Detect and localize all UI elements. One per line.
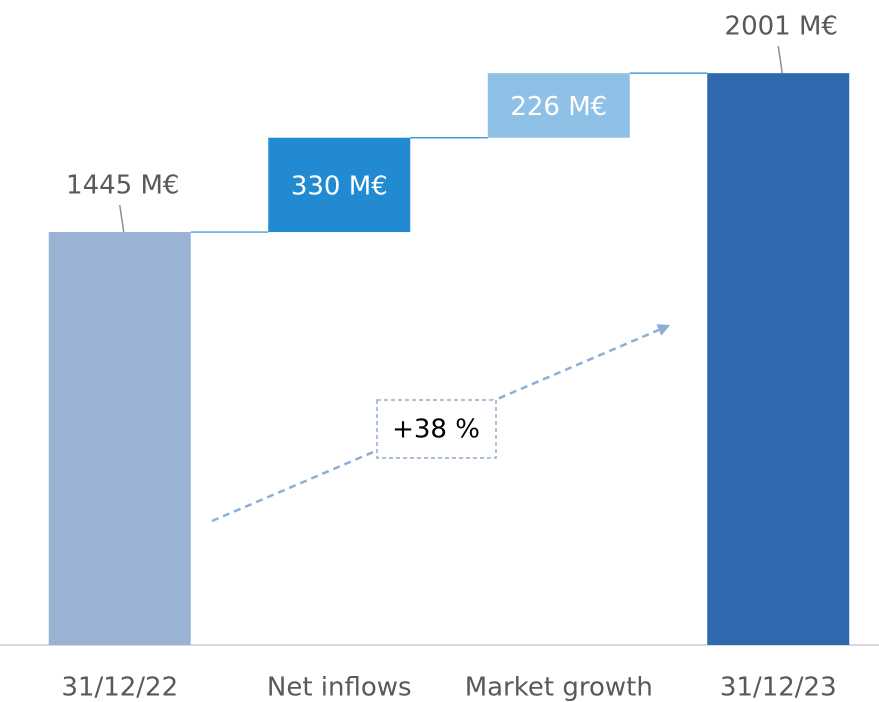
x-tick-label: 31/12/23 [720,673,837,702]
value-label: 226 M€ [510,92,607,122]
annotation: +38 % [392,415,480,445]
trend-arrow [211,324,671,523]
bar [48,232,191,645]
label-leader [777,46,783,74]
bar [707,73,850,645]
value-label: 1445 M€ [66,171,179,201]
x-tick-label: Market growth [465,673,653,702]
x-tick-label: Net inflows [267,673,412,702]
annotation-box [376,399,497,459]
bar [268,137,411,233]
value-label: 330 M€ [291,171,388,201]
marks: 1445 M€ 330 M€ 226 M€ 2001 M€ [48,12,850,645]
x-tick-label: 31/12/22 [61,673,178,702]
bar [487,73,630,138]
value-label: 2001 M€ [725,12,838,42]
label-leader [119,204,125,233]
